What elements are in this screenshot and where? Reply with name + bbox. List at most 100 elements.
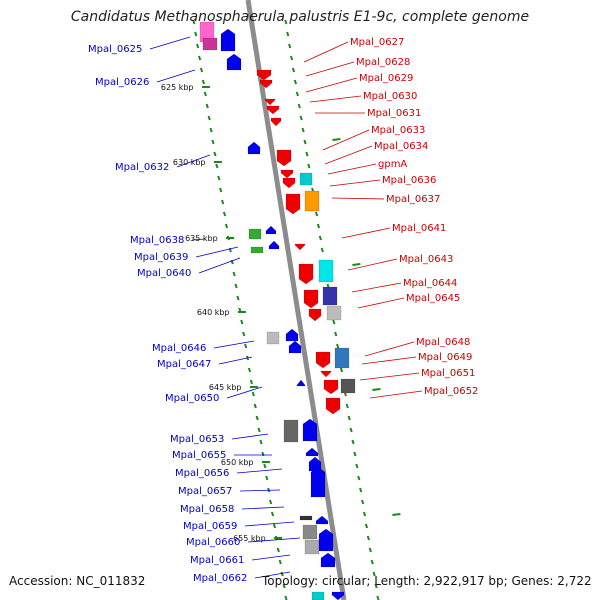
dotted-track-right — [347, 415, 351, 421]
dotted-track-left — [209, 127, 213, 133]
dotted-track-left — [194, 31, 198, 37]
dotted-track-right — [314, 211, 319, 217]
dotted-track-left — [213, 151, 217, 157]
leader-line — [303, 41, 349, 63]
gene-feature — [308, 308, 322, 322]
dotted-track-right — [355, 463, 359, 469]
dotted-track-left — [236, 295, 240, 301]
gene-label-reverse: Mpal_0632 — [115, 162, 169, 173]
leader-line — [156, 69, 196, 83]
dotted-track-left — [255, 415, 259, 421]
dotted-track-right — [359, 487, 363, 493]
leader-line — [251, 554, 291, 561]
gene-feature — [315, 515, 329, 525]
dotted-track-right — [374, 583, 378, 589]
gene-label-reverse: Mpal_0661 — [190, 555, 244, 566]
leader-line — [254, 571, 291, 579]
leader-line — [359, 372, 420, 381]
dotted-track-right — [307, 163, 311, 169]
gene-label-forward: Mpal_0629 — [359, 73, 413, 84]
gene-feature — [320, 552, 336, 568]
tick-label: 645 kbp — [209, 383, 242, 392]
track-dash — [332, 138, 341, 141]
dotted-track-right — [339, 367, 344, 373]
gene-feature — [303, 289, 319, 309]
dotted-track-right — [316, 223, 321, 229]
gene-feature — [320, 370, 332, 378]
gene-feature — [280, 169, 294, 179]
gene-feature — [266, 105, 280, 115]
leader-line — [331, 197, 385, 200]
gene-label-reverse: Mpal_0639 — [134, 252, 188, 263]
dotted-track-left — [219, 187, 223, 193]
gene-label-forward: Mpal_0651 — [421, 368, 475, 379]
dotted-track-left — [205, 103, 209, 109]
gene-feature — [322, 286, 338, 306]
gene-label-forward: Mpal_0633 — [371, 125, 425, 136]
gene-feature — [294, 243, 306, 251]
gene-feature — [340, 378, 356, 394]
gene-feature — [256, 69, 272, 81]
gene-feature — [265, 225, 277, 235]
leader-line — [191, 238, 206, 241]
gene-feature — [302, 418, 318, 442]
leader-line — [247, 537, 301, 543]
dotted-track-right — [297, 103, 301, 109]
dotted-track-left — [270, 511, 275, 517]
leader-line — [347, 258, 398, 271]
dotted-track-right — [299, 115, 303, 121]
gene-label-reverse: Mpal_0658 — [180, 504, 234, 515]
leader-line — [241, 506, 285, 510]
dotted-track-left — [242, 331, 246, 337]
dotted-track-left — [249, 379, 253, 385]
leader-line — [324, 145, 373, 165]
gene-label-forward: Mpal_0630 — [363, 91, 417, 102]
dotted-track-left — [247, 367, 252, 373]
gene-feature — [296, 379, 306, 387]
dotted-track-left — [280, 571, 284, 577]
leader-line — [239, 489, 281, 492]
leader-line — [213, 340, 255, 349]
leader-line — [305, 61, 355, 77]
dotted-track-right — [295, 91, 299, 97]
gene-feature — [250, 246, 264, 254]
dotted-track-right — [318, 235, 322, 241]
gene-feature — [325, 397, 341, 415]
gene-feature — [311, 591, 325, 600]
gene-label-reverse: Mpal_0640 — [137, 268, 191, 279]
gene-feature — [326, 305, 342, 321]
dotted-track-left — [221, 199, 225, 205]
genome-stats-text: Topology: circular; Length: 2,922,917 bp… — [262, 574, 592, 588]
dotted-track-left — [276, 547, 280, 553]
dotted-track-right — [357, 475, 361, 481]
dotted-track-left — [240, 319, 244, 325]
leader-line — [244, 521, 295, 527]
gene-feature — [304, 190, 320, 212]
leader-line — [195, 246, 239, 258]
leader-line — [236, 468, 283, 474]
dotted-track-left — [234, 283, 238, 289]
gene-feature — [323, 379, 339, 395]
dotted-track-right — [372, 571, 376, 577]
gene-feature — [247, 141, 261, 155]
gene-label-forward: Mpal_0631 — [367, 108, 421, 119]
dotted-track-left — [257, 427, 261, 433]
dotted-track-left — [259, 439, 263, 445]
leader-line — [322, 129, 370, 151]
dotted-track-right — [370, 559, 374, 565]
map-title: Candidatus Methanosphaerula palustris E1… — [70, 9, 530, 25]
leader-line — [364, 341, 415, 357]
gene-feature — [331, 591, 345, 600]
track-dash — [392, 513, 401, 516]
dotted-track-right — [290, 55, 294, 61]
gene-label-forward: Mpal_0649 — [418, 352, 472, 363]
gene-feature — [248, 228, 262, 240]
leader-line — [351, 282, 402, 293]
tick-label: 655 kbp — [233, 534, 266, 543]
leader-line — [226, 386, 263, 399]
dotted-track-right — [362, 511, 367, 517]
dotted-track-left — [224, 223, 229, 229]
gene-label-forward: Mpal_0634 — [374, 141, 428, 152]
leader-line — [309, 95, 362, 103]
